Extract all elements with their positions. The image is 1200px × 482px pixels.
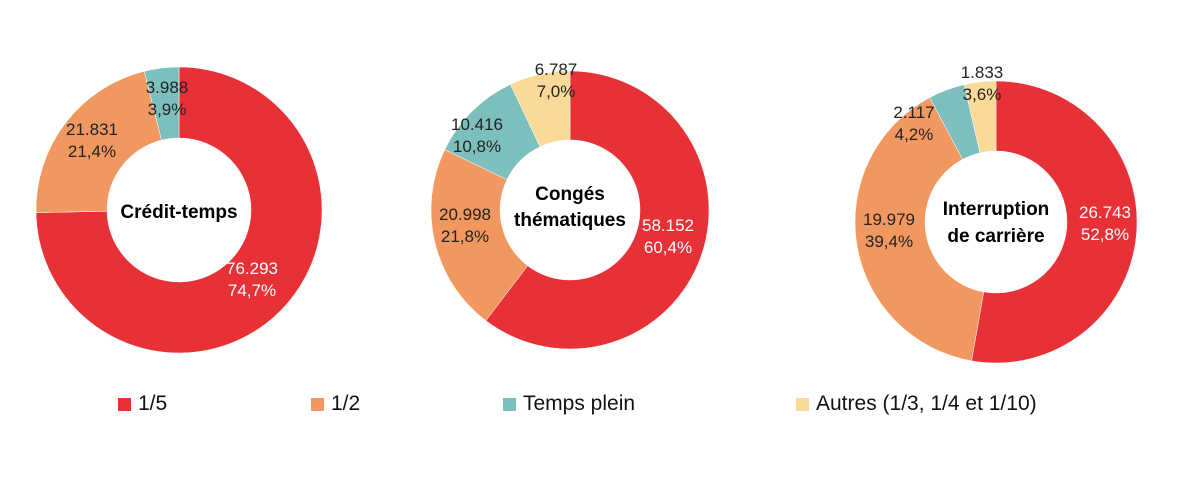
legend-swatch-temps-plein <box>503 397 516 411</box>
slice-label-cr-dit-temps-temps-plein-value: 3.988 <box>146 78 189 97</box>
donut-center-title-cr-dit-temps-line-1: Crédit-temps <box>120 202 237 223</box>
slice-label-interruption-de-carri-re-temps-plein-value: 2.117 <box>893 103 934 122</box>
slice-label-cr-dit-temps-1-2-value: 21.831 <box>66 120 118 139</box>
legend: 1/5 1/2 Temps plein Autres (1/3, 1/4 et … <box>0 392 1200 422</box>
donut-chart-cr-dit-temps: 76.293 74,7% 21.831 21,4% 3.988 3,9% Crédit-te… <box>35 66 323 354</box>
slice-label-interruption-de-carri-re-1-5-value: 26.743 <box>1079 203 1131 222</box>
donut-charts-svg: 76.293 74,7% 21.831 21,4% 3.988 3,9% Crédit-te… <box>35 60 1138 364</box>
legend-label-autres: Autres (1/3, 1/4 et 1/10) <box>816 392 1037 415</box>
slice-label-cong-s-th-matiques-autres-1-3-1-4-et-1-10-pct: 7,0% <box>537 82 576 101</box>
slice-label-cong-s-th-matiques-1-2-pct: 21,8% <box>441 227 489 246</box>
slice-interruption-de-carri-re-1-5 <box>971 80 1138 364</box>
slice-label-interruption-de-carri-re-1-2-value: 19.979 <box>863 210 915 229</box>
slice-label-interruption-de-carri-re-1-2-pct: 39,4% <box>865 232 913 251</box>
slice-label-cong-s-th-matiques-1-2-value: 20.998 <box>439 205 491 224</box>
legend-label-1-5: 1/5 <box>138 392 168 415</box>
slice-label-interruption-de-carri-re-autres-1-3-1-4-et-1-10-pct: 3,6% <box>963 85 1002 104</box>
donut-center-title-interruption-de-carri-re-line-1: Interruption <box>943 199 1050 220</box>
legend-label-1-2: 1/2 <box>331 392 361 415</box>
slice-label-interruption-de-carri-re-temps-plein-pct: 4,2% <box>895 125 934 144</box>
donut-chart-interruption-de-carri-re: 26.743 52,8% 19.979 39,4% 2.117 4,2% 1.833 3,6%… <box>854 63 1138 364</box>
legend-label-temps-plein: Temps plein <box>523 392 636 415</box>
legend-item-temps-plein: Temps plein <box>503 392 635 416</box>
slice-label-cong-s-th-matiques-autres-1-3-1-4-et-1-10-value: 6.787 <box>535 60 578 79</box>
slice-label-cong-s-th-matiques-temps-plein-value: 10.416 <box>451 115 503 134</box>
slice-interruption-de-carri-re-1-2 <box>854 97 984 362</box>
legend-item-1-2: 1/2 <box>311 392 360 416</box>
slice-label-interruption-de-carri-re-autres-1-3-1-4-et-1-10-value: 1.833 <box>961 63 1004 82</box>
slice-label-cong-s-th-matiques-1-5-pct: 60,4% <box>644 238 692 257</box>
slice-label-cr-dit-temps-1-5-value: 76.293 <box>226 259 278 278</box>
legend-item-autres: Autres (1/3, 1/4 et 1/10) <box>796 392 1037 416</box>
slice-cr-dit-temps-1-2 <box>35 70 162 213</box>
slice-interruption-de-carri-re-autres-1-3-1-4-et-1-10 <box>963 80 997 154</box>
donut-center-title-cong-s-th-matiques-line-1: Congés <box>535 184 605 205</box>
slice-label-cong-s-th-matiques-temps-plein-pct: 10,8% <box>453 137 501 156</box>
legend-swatch-1-2 <box>311 397 324 411</box>
slice-cr-dit-temps-temps-plein <box>143 66 180 141</box>
legend-item-1-5: 1/5 <box>118 392 167 416</box>
donut-center-title-cong-s-th-matiques-line-2: thématiques <box>514 210 626 231</box>
slice-label-cong-s-th-matiques-1-5-value: 58.152 <box>642 216 694 235</box>
slice-cong-s-th-matiques-autres-1-3-1-4-et-1-10 <box>510 70 571 148</box>
legend-swatch-1-5 <box>118 397 131 411</box>
legend-swatch-autres <box>796 397 809 411</box>
slice-label-cr-dit-temps-1-2-pct: 21,4% <box>68 142 116 161</box>
slice-label-cr-dit-temps-temps-plein-pct: 3,9% <box>148 100 187 119</box>
slice-label-cr-dit-temps-1-5-pct: 74,7% <box>228 281 276 300</box>
slice-cong-s-th-matiques-1-2 <box>430 149 528 321</box>
slice-label-interruption-de-carri-re-1-5-pct: 52,8% <box>1081 225 1129 244</box>
slice-cong-s-th-matiques-1-5 <box>485 70 710 350</box>
slice-cr-dit-temps-1-5 <box>35 66 323 354</box>
donut-center-title-interruption-de-carri-re-line-2: de carrière <box>947 226 1044 247</box>
donut-chart-cong-s-th-matiques: 58.152 60,4% 20.998 21,8% 10.416 10,8% 6.787 7,… <box>430 60 710 350</box>
